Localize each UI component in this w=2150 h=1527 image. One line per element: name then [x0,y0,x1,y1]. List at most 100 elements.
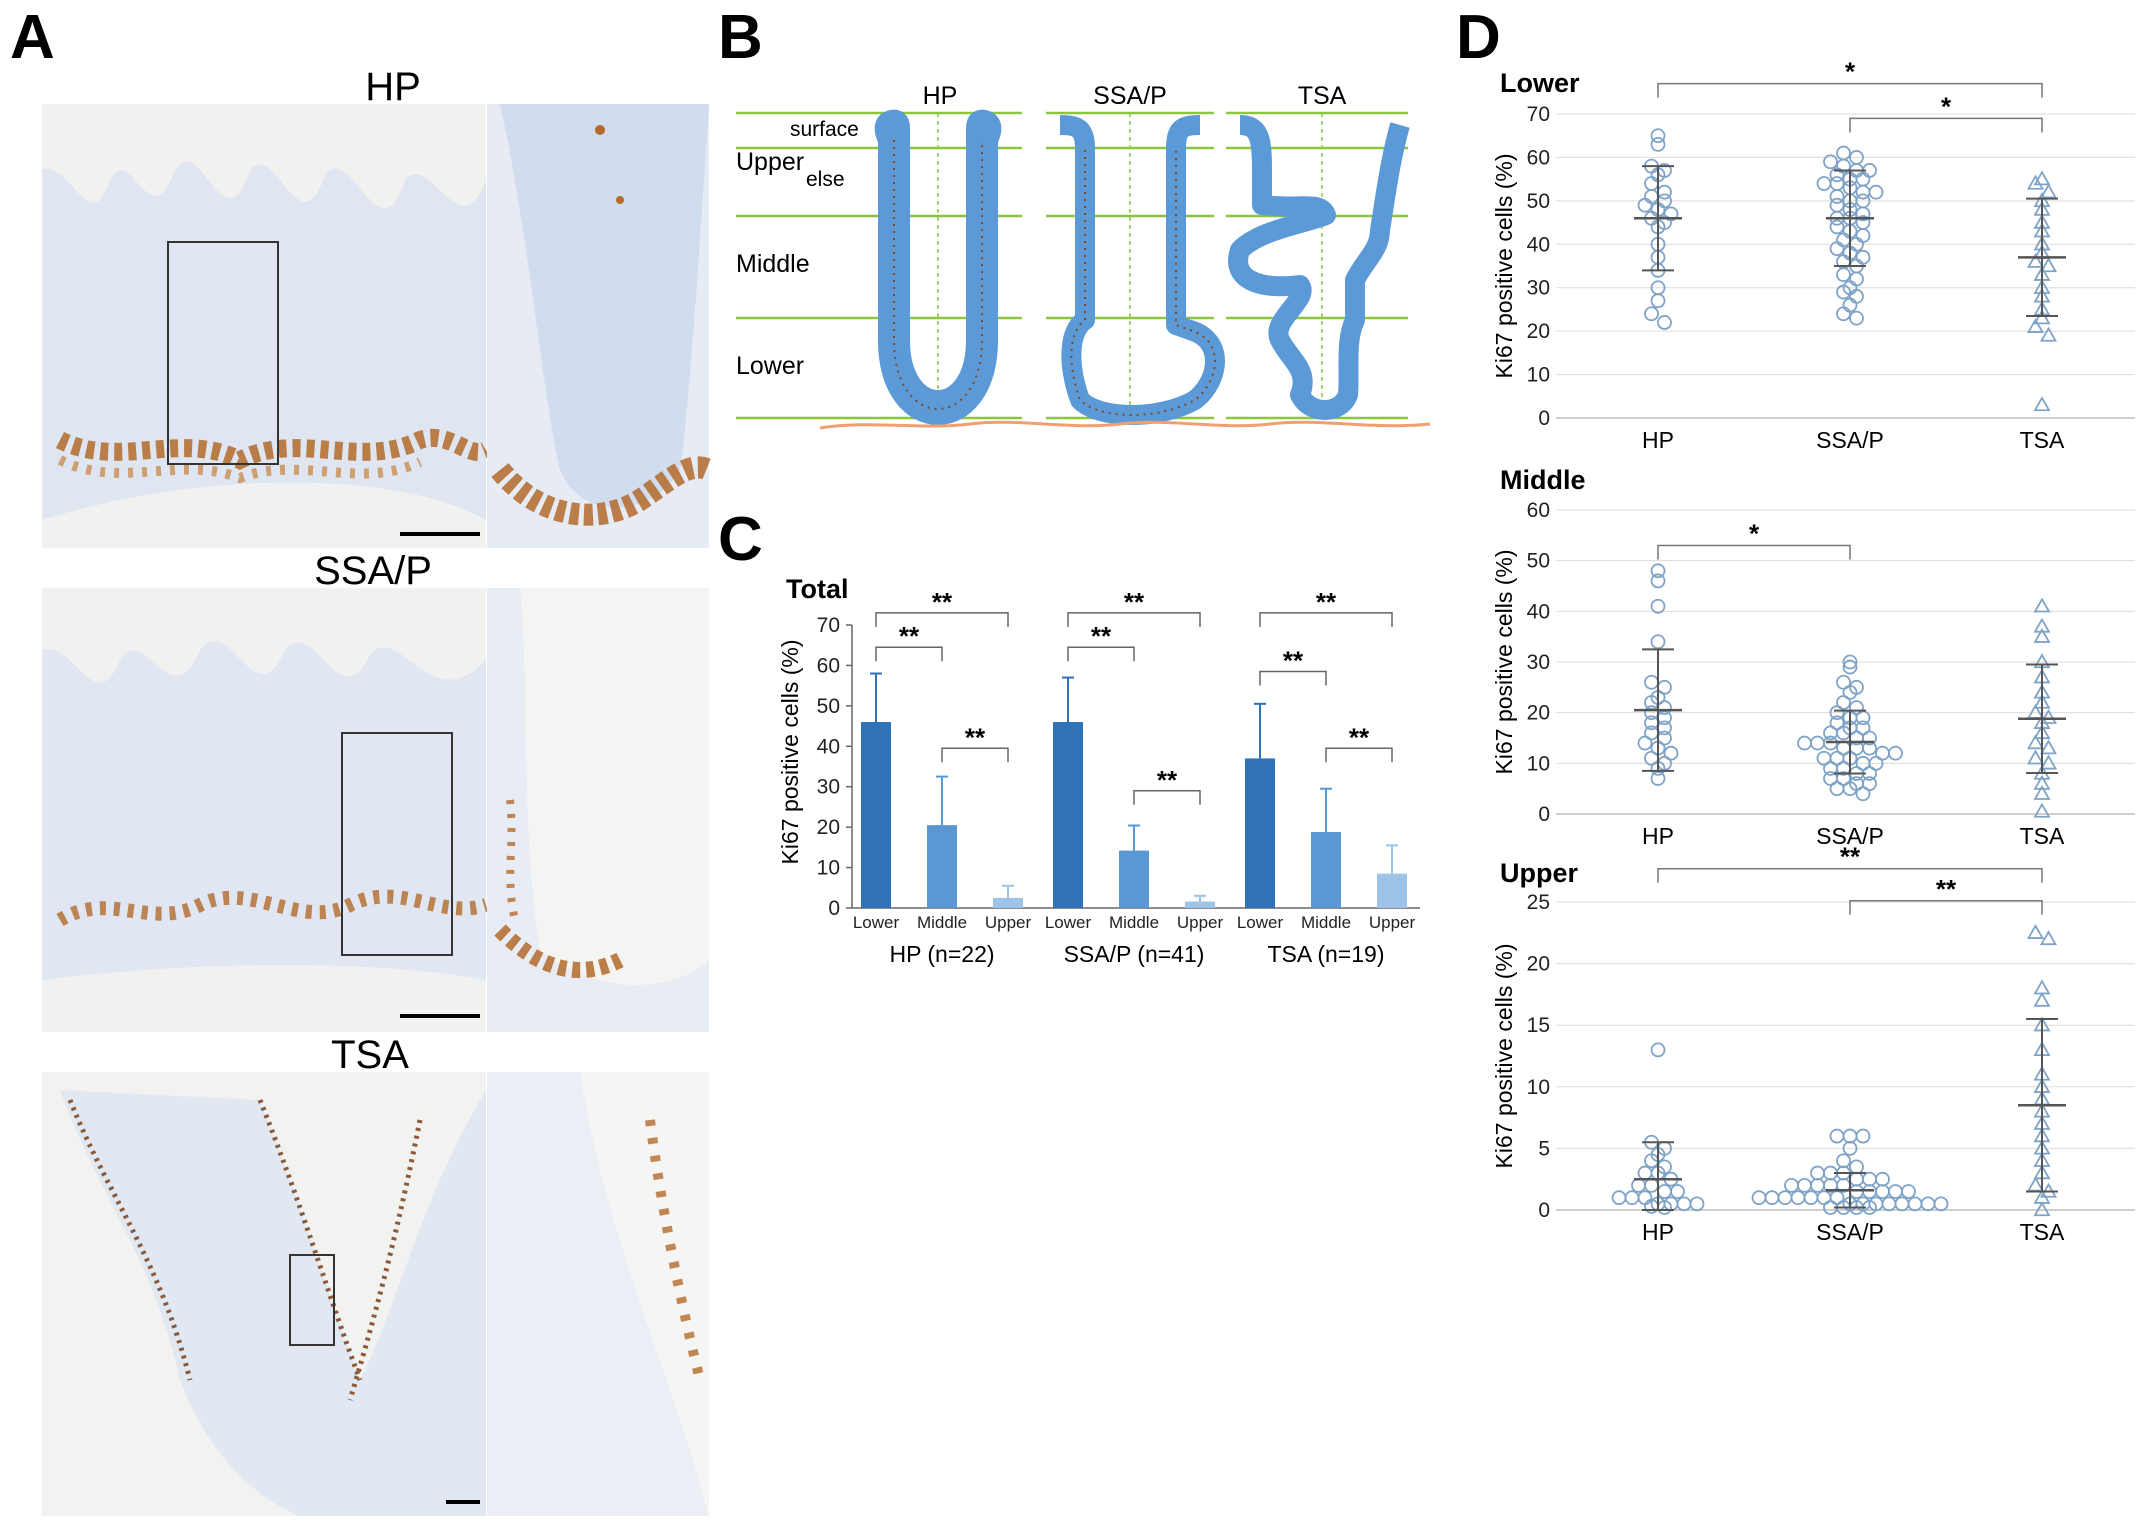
micrograph-tsa [42,1072,709,1516]
y-tick-label: 0 [1538,1199,1550,1222]
panel-letter-a: A [10,3,55,72]
data-point [1836,771,1851,786]
data-point [1901,1184,1916,1199]
data-point [1644,306,1659,322]
y-tick-label: 0 [1538,803,1550,826]
y-axis-label: Ki67 positive cells (%) [777,640,803,865]
data-point [1842,297,1858,313]
x-category-label: HP [1642,1219,1674,1245]
y-axis-label: Ki67 positive cells (%) [1491,154,1517,379]
data-point [1637,197,1653,213]
y-tick-label: 10 [817,857,840,880]
data-point [1650,598,1666,614]
scatter-title: Upper [1500,858,1579,888]
data-point [1862,1171,1877,1187]
data-point [1849,1171,1864,1187]
data-point [1777,1190,1793,1206]
bar-upper [993,897,1023,908]
data-point [1855,720,1871,736]
data-point [1657,315,1672,330]
data-point [2026,252,2045,268]
zone-label-surface: surface [790,118,859,141]
zone-label-else: else [806,168,845,191]
bar-lower [861,722,891,908]
y-tick-label: 50 [817,695,840,718]
crypt-ssap [1059,115,1225,425]
significance-bracket [941,747,1009,763]
significance-marker: ** [1316,587,1337,617]
crypt-axis-lines [937,113,1323,410]
bar-category-label: Lower [1045,913,1092,932]
significance-bracket [1657,867,2043,883]
scatter-plot-middle: Middle Ki67 positive cells (%) 0 10 20 30 40 50… [1491,465,2135,849]
y-tick-label: 50 [1527,190,1550,213]
data-point [1650,1042,1666,1058]
y-tick-label: 0 [1538,407,1550,430]
data-point [1650,293,1666,309]
micrograph-ssap [42,588,709,1032]
data-point [1875,1171,1890,1187]
data-point [1862,776,1877,791]
data-point [1855,206,1871,222]
data-point [1836,695,1851,710]
data-point [1650,634,1666,650]
data-point [1933,1196,1949,1212]
x-category-label: SSA/P [1816,427,1884,453]
bar-middle [1311,831,1341,908]
y-tick-label: 0 [828,897,840,920]
significance-marker: ** [932,587,953,617]
significance-marker: ** [965,722,986,752]
panel-letter-c: C [718,505,763,574]
schematic-column-hp: HP [923,82,958,110]
data-point [1836,674,1851,690]
data-point [1784,1177,1799,1193]
data-point [1829,705,1845,721]
data-point [2026,923,2045,939]
crypt-tsa [1228,115,1410,420]
bar-category-label: Lower [1237,913,1284,932]
data-point [1868,184,1884,200]
x-category-label: TSA [2020,427,2065,453]
panel-b: HP SSA/P TSA surface Upper else [736,82,1431,430]
data-point [1650,136,1666,152]
y-tick-label: 20 [817,816,840,839]
scatter-title: Lower [1500,68,1580,98]
significance-marker: ** [1936,874,1957,904]
data-point [2033,774,2051,790]
data-point [2033,802,2051,818]
data-point [1650,563,1666,579]
data-point [1751,1190,1767,1206]
data-point [1829,219,1845,235]
y-tick-label: 20 [1527,320,1550,343]
data-point [1650,128,1666,144]
significance-marker: ** [1349,722,1370,752]
data-point [1663,745,1679,761]
y-tick-label: 60 [817,654,840,677]
scatter-plot-upper: Upper Ki67 positive cells (%) 0 5 10 15 20 25 HP… [1491,842,2135,1245]
data-point [1644,1177,1659,1193]
bar-upper [1377,873,1407,908]
significance-bracket [875,612,1009,627]
data-point [1829,1128,1845,1144]
data-point [2033,309,2051,325]
x-category-label: SSA/P [1816,823,1884,849]
data-point [1689,1196,1705,1212]
y-tick-label: 30 [1527,277,1550,300]
significance-bracket [1657,544,1851,560]
data-point [1631,1177,1646,1193]
panel-letter-d: D [1456,3,1501,72]
y-tick-label: 25 [1527,891,1550,914]
data-point [1637,1165,1653,1181]
data-point [2026,1176,2045,1192]
data-point [1829,176,1845,191]
histology-label-hp: HP [365,65,421,109]
significance-marker: ** [1091,621,1112,651]
data-point [1849,271,1864,287]
data-point [1855,786,1871,802]
data-point [2033,170,2051,186]
significance-bracket [1849,117,2043,133]
data-point [1611,1190,1627,1206]
data-point [1676,1196,1692,1212]
